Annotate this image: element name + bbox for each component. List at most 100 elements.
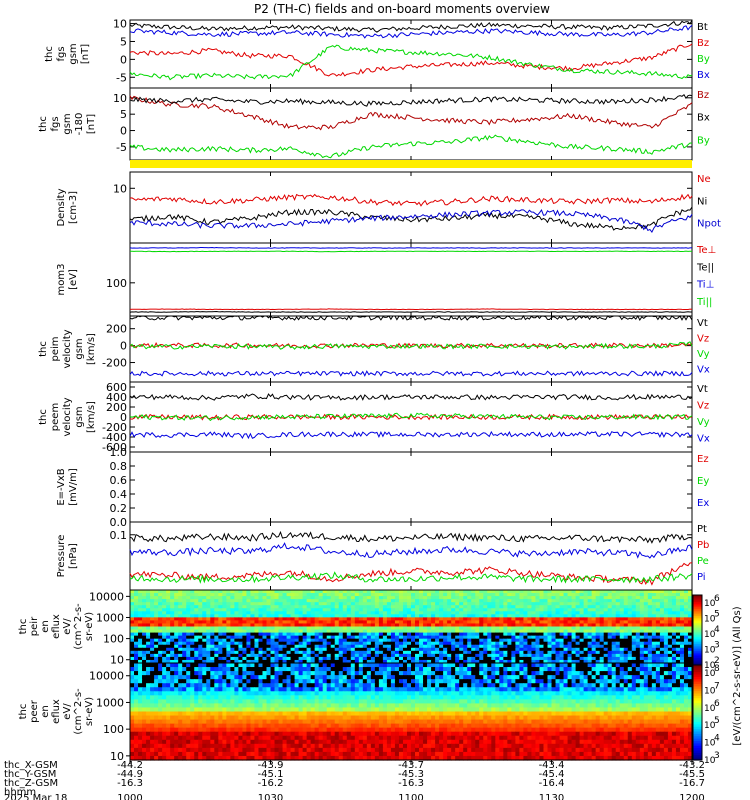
spectrogram-cell [222, 699, 227, 705]
spectrogram-cell [495, 641, 500, 646]
spectrogram-cell [479, 602, 484, 606]
spectrogram-cell [254, 623, 260, 628]
spectrogram-cell [443, 691, 448, 696]
spectrogram-cell [318, 659, 324, 664]
spectrogram-cell [274, 599, 280, 603]
spectrogram-cell [423, 620, 428, 625]
spectrogram-cell [527, 629, 533, 634]
spectrogram-cell [659, 608, 665, 612]
spectrogram-cell [150, 679, 155, 684]
spectrogram-cell [675, 593, 681, 597]
spectrogram-cell [250, 667, 256, 672]
spectrogram-cell [350, 611, 356, 615]
spectrogram-cell [170, 699, 175, 705]
spectrogram-cell [134, 667, 139, 672]
spectrogram-cell [635, 632, 641, 637]
series-line-Pb [129, 562, 693, 586]
spectrogram-cell [146, 691, 151, 696]
spectrogram-cell [639, 614, 645, 618]
spectrogram-cell [290, 683, 296, 688]
spectrogram-cell [543, 659, 549, 664]
spectrogram-cell [431, 620, 436, 625]
spectrogram-cell [571, 695, 577, 700]
spectrogram-cell [679, 641, 685, 646]
spectrogram-cell [595, 667, 601, 672]
series-line-Vy [129, 341, 693, 350]
spectrogram-cell [394, 617, 400, 622]
spectrogram-cell [382, 614, 388, 618]
spectrogram-cell [471, 614, 476, 618]
spectrogram-cell [314, 632, 320, 637]
spectrogram-cell [282, 699, 288, 705]
spectrogram-cell [463, 620, 468, 625]
spectrogram-cell [282, 687, 288, 692]
spectrogram-cell [406, 663, 412, 668]
spectrogram-cell [623, 623, 629, 628]
spectrogram-cell [334, 683, 340, 688]
spectrogram-cell [499, 599, 504, 603]
spectrogram-cell [382, 620, 388, 625]
spectrogram-cell [687, 671, 693, 676]
spectrogram-cell [174, 599, 179, 603]
y-tick-label: 0 [120, 53, 127, 66]
spectrogram-cell [479, 653, 484, 658]
spectrogram-cell [334, 667, 340, 672]
spectrogram-cell [230, 629, 235, 634]
spectrogram-cell [475, 659, 480, 664]
spectrogram-cell [439, 608, 444, 612]
spectrogram-cell [671, 635, 677, 640]
y-tick-label: -5 [116, 71, 127, 84]
spectrogram-cell [322, 617, 328, 622]
spectrogram-cell [202, 596, 207, 600]
spectrogram-cell [435, 695, 440, 700]
spectrogram-cell [382, 617, 388, 622]
spectrogram-cell [599, 608, 605, 612]
spectrogram-cell [250, 608, 256, 612]
spectrogram-cell [190, 593, 195, 597]
spectrogram-cell [174, 605, 179, 609]
spectrogram-cell [354, 644, 360, 649]
spectrogram-cell [242, 608, 248, 612]
spectrogram-cell [583, 650, 589, 655]
spectrogram-cell [390, 656, 396, 661]
spectrogram-cell [579, 679, 585, 684]
spectrogram-cell [394, 614, 400, 618]
spectrogram-cell [459, 605, 464, 609]
spectrogram-cell [523, 695, 529, 700]
spectrogram-cell [334, 617, 340, 622]
spectrogram-cell [627, 602, 633, 606]
spectrogram-cell [142, 641, 147, 646]
spectrogram-cell [378, 590, 384, 594]
spectrogram-cell [475, 679, 480, 684]
spectrogram-cell [234, 635, 239, 640]
spectrogram-cell [487, 623, 492, 628]
spectrogram-cell [479, 675, 484, 680]
spectrogram-cell [575, 638, 581, 643]
spectrogram-cell [639, 653, 645, 658]
spectrogram-cell [286, 638, 292, 643]
spectrogram-cell [398, 638, 404, 643]
spectrogram-cell [495, 656, 500, 661]
spectrogram-cell [579, 644, 585, 649]
spectrogram-cell [302, 691, 308, 696]
spectrogram-cell [607, 653, 613, 658]
spectrogram-cell [386, 683, 392, 688]
spectrogram-cell [551, 695, 557, 700]
spectrogram-cell [555, 605, 561, 609]
spectrogram-cell [643, 638, 649, 643]
spectrogram-cell [647, 675, 653, 680]
spectrogram-cell [294, 675, 300, 680]
spectrogram-cell [326, 596, 332, 600]
spectrogram-cell [366, 599, 372, 603]
spectrogram-cell [178, 605, 183, 609]
spectrogram-cell [270, 699, 276, 705]
spectrogram-cell [451, 611, 456, 615]
spectrogram-cell [527, 667, 533, 672]
spectrogram-cell [314, 641, 320, 646]
spectrogram-cell [423, 663, 428, 668]
spectrogram-cell [182, 599, 187, 603]
spectrogram-cell [663, 620, 669, 625]
spectrogram-cell [639, 647, 645, 652]
spectrogram-cell [519, 617, 524, 622]
spectrogram-cell [539, 641, 545, 646]
